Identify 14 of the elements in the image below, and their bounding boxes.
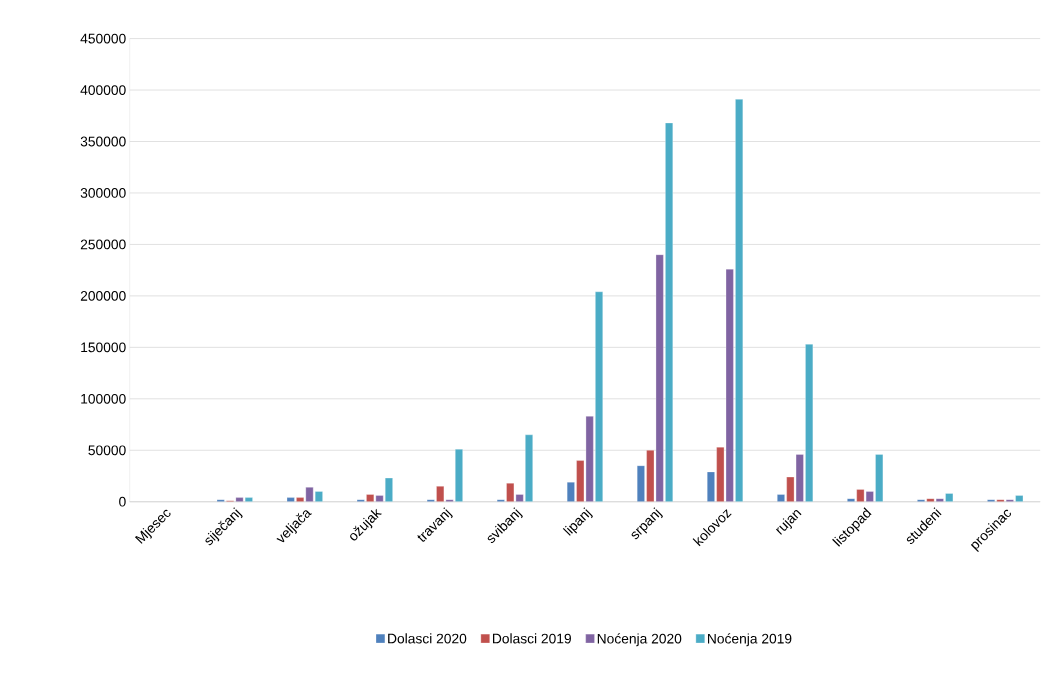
- y-tick-label: 250000: [80, 239, 126, 250]
- legend-label: Dolasci 2019: [492, 633, 571, 644]
- y-tick-label: 150000: [81, 342, 126, 353]
- y-tick-label: 200000: [80, 291, 126, 301]
- y-tick-label: 100000: [81, 393, 126, 404]
- y-tick-label: 300000: [80, 188, 126, 198]
- y-tick-label: 400000: [80, 85, 126, 95]
- y-tick-label: 0: [119, 496, 126, 507]
- legend-label: Dolasci 2020: [388, 633, 467, 644]
- y-tick-label: 350000: [80, 136, 126, 147]
- legend-label: Noćenja 2020: [597, 633, 682, 647]
- y-tick-label: 450000: [80, 33, 126, 44]
- y-tick-label: 50000: [88, 445, 126, 456]
- legend-label: Noćenja 2019: [708, 633, 792, 647]
